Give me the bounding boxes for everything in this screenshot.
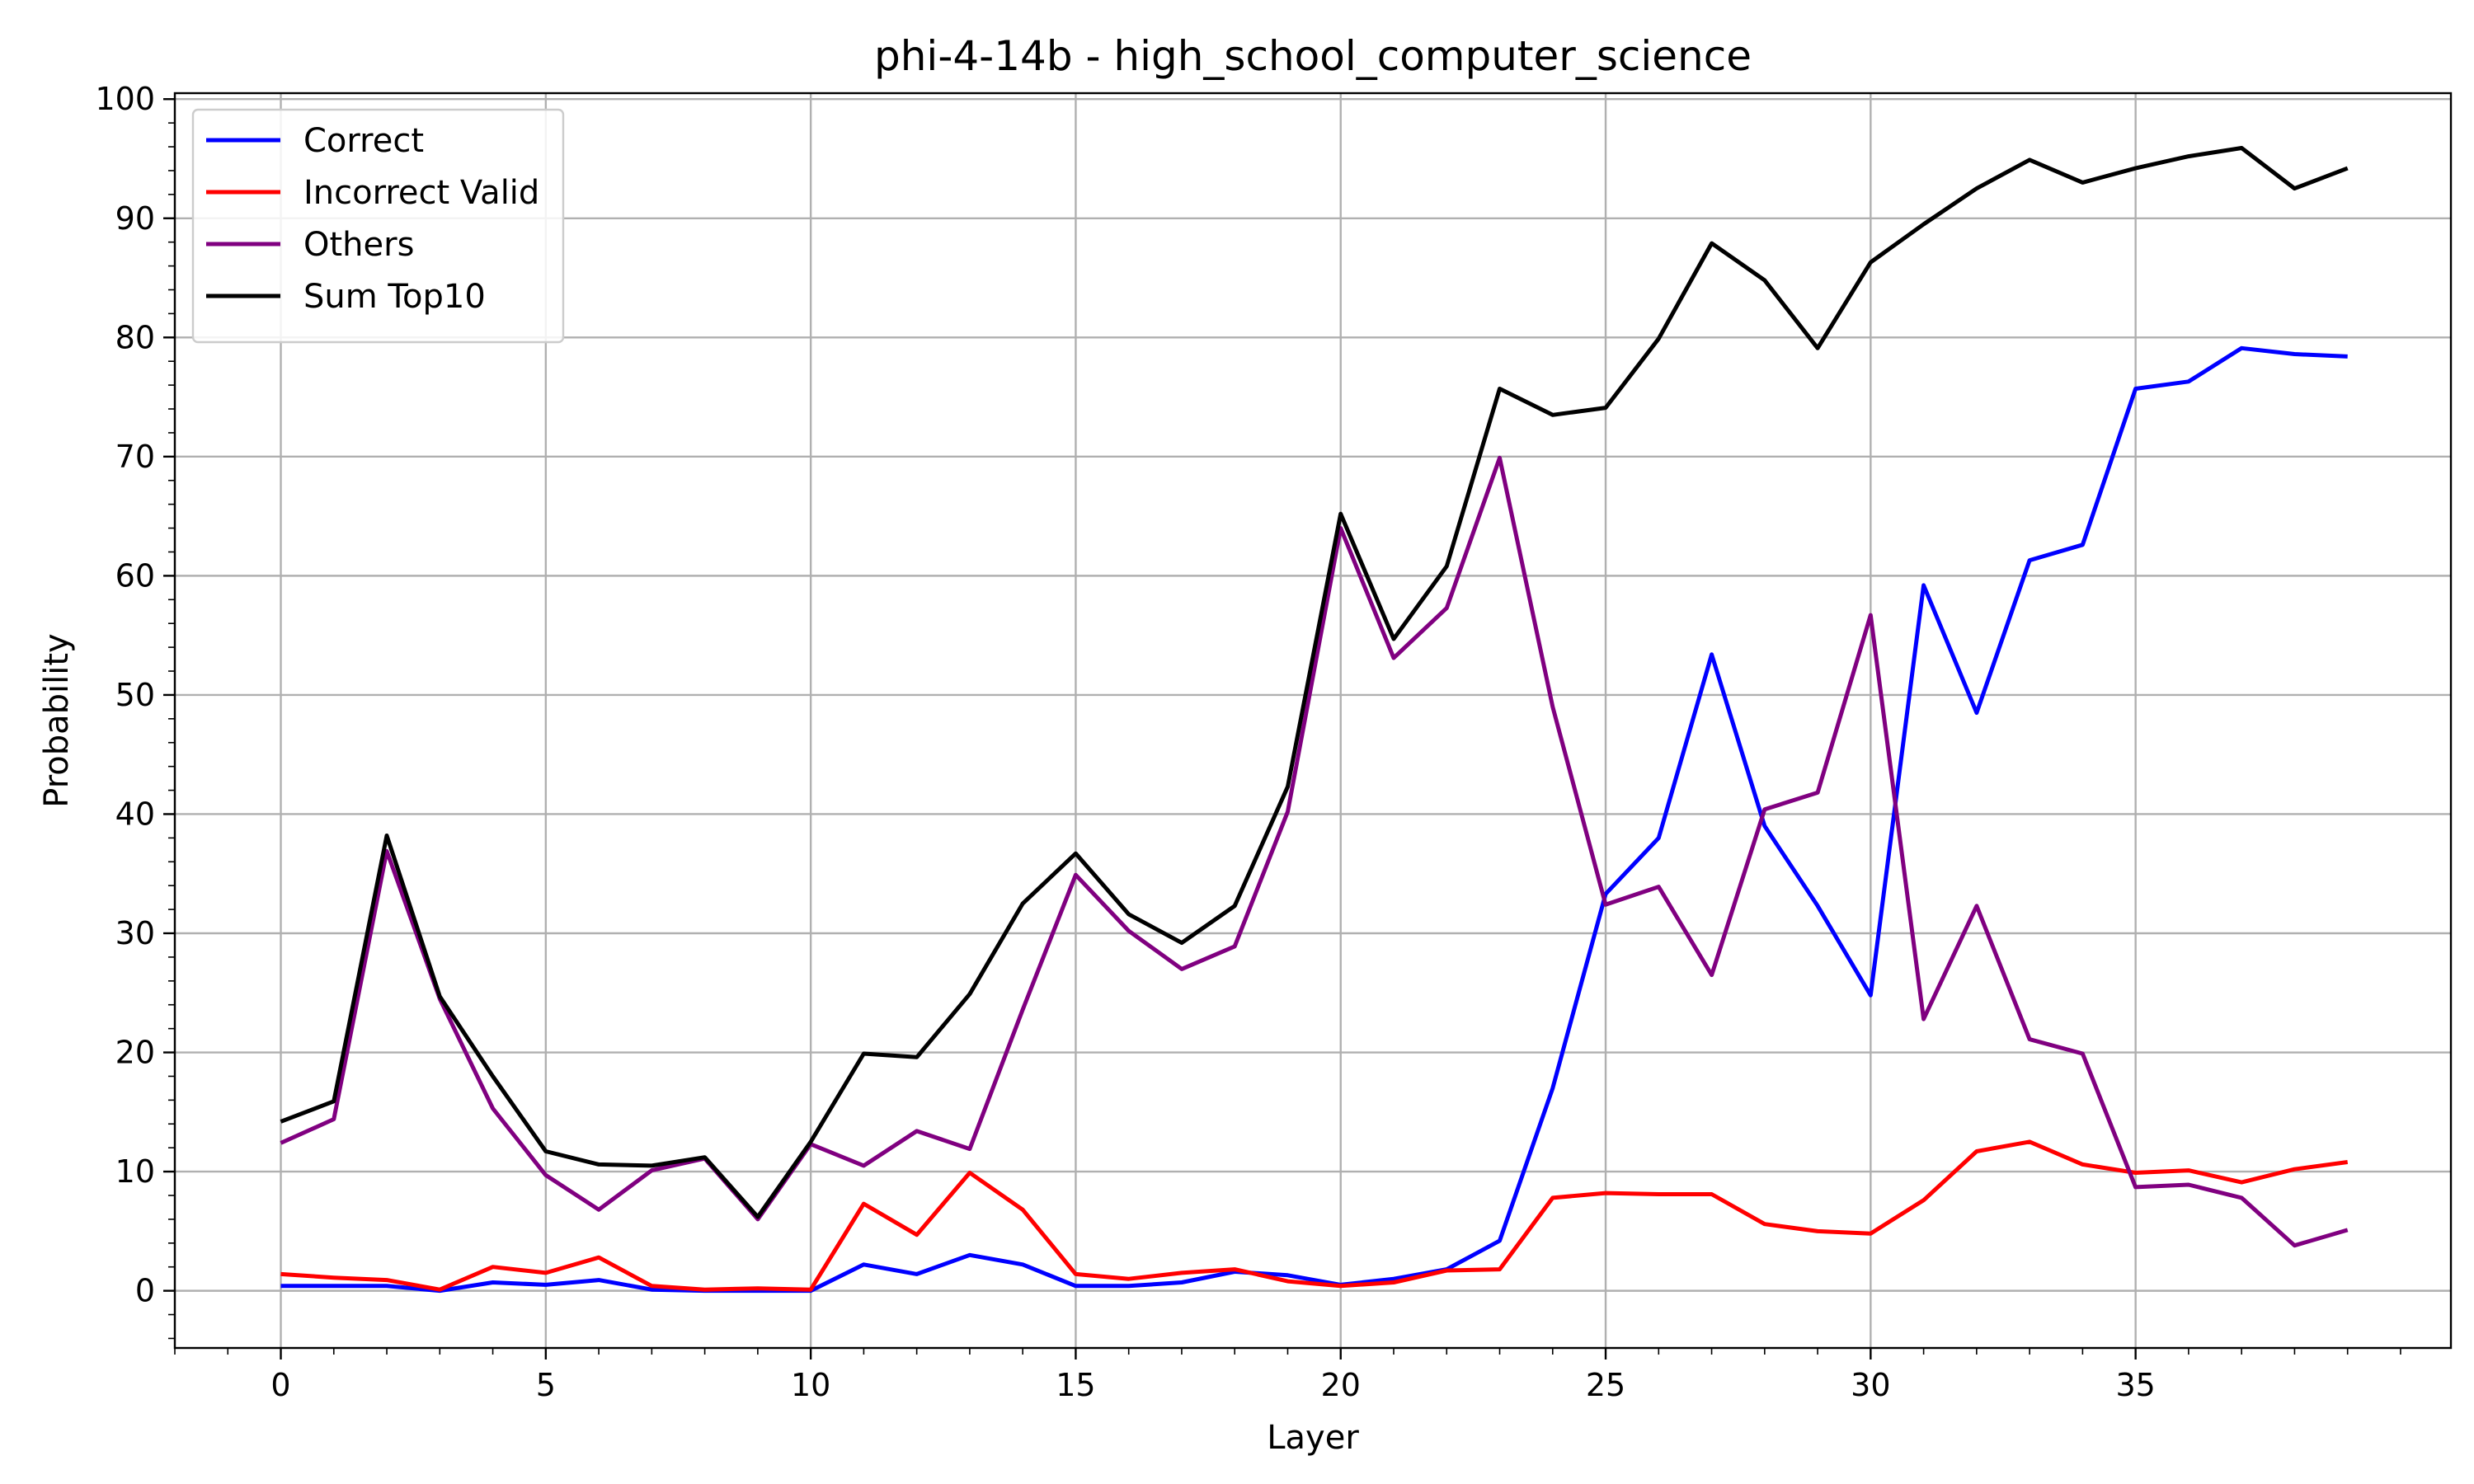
x-tick-label: 5 xyxy=(536,1367,556,1403)
series-lines xyxy=(280,146,2349,1294)
legend: Correct Incorrect Valid Others Sum Top10 xyxy=(191,108,565,344)
y-tick-label: 60 xyxy=(115,557,155,594)
series-line-correct xyxy=(280,345,2348,1294)
y-tick-label: 100 xyxy=(95,81,155,117)
y-tick-label: 20 xyxy=(115,1035,155,1071)
x-axis-label: Layer xyxy=(1267,1419,1359,1457)
y-tick-label: 80 xyxy=(115,319,155,355)
series-line-incorrect-valid xyxy=(280,1139,2349,1292)
x-tick-label: 30 xyxy=(1851,1367,1890,1403)
y-axis-label: Probability xyxy=(38,633,76,807)
legend-label-incorrect-valid: Incorrect Valid xyxy=(303,174,539,212)
x-tick-label: 35 xyxy=(2115,1367,2155,1403)
legend-box xyxy=(191,108,565,344)
legend-label-correct: Correct xyxy=(303,122,424,160)
y-tick-label: 50 xyxy=(115,677,155,713)
series-line-sum-top10 xyxy=(280,146,2349,1219)
x-tick-label: 10 xyxy=(791,1367,830,1403)
series-line-others xyxy=(280,455,2349,1248)
plot-frame xyxy=(173,92,2453,1350)
x-tick-label: 0 xyxy=(270,1367,290,1403)
chart-title: phi-4-14b - high_school_computer_science xyxy=(874,32,1752,80)
x-tick-label: 25 xyxy=(1586,1367,1625,1403)
y-tick-label: 40 xyxy=(115,796,155,832)
grid-lines xyxy=(175,93,2451,1348)
y-tick-label: 30 xyxy=(115,915,155,951)
legend-label-sum-top10: Sum Top10 xyxy=(303,278,486,316)
axis-ticks: 0 5 10 15 20 25 30 35 0 10 20 30 40 50 60 70 80 90 100 xyxy=(95,81,2401,1403)
legend-label-others: Others xyxy=(303,226,414,264)
y-tick-label: 70 xyxy=(115,439,155,475)
y-tick-label: 10 xyxy=(115,1153,155,1190)
y-tick-label: 90 xyxy=(115,200,155,237)
x-tick-label: 20 xyxy=(1321,1367,1361,1403)
y-tick-label: 0 xyxy=(135,1273,155,1309)
x-tick-label: 15 xyxy=(1056,1367,1095,1403)
